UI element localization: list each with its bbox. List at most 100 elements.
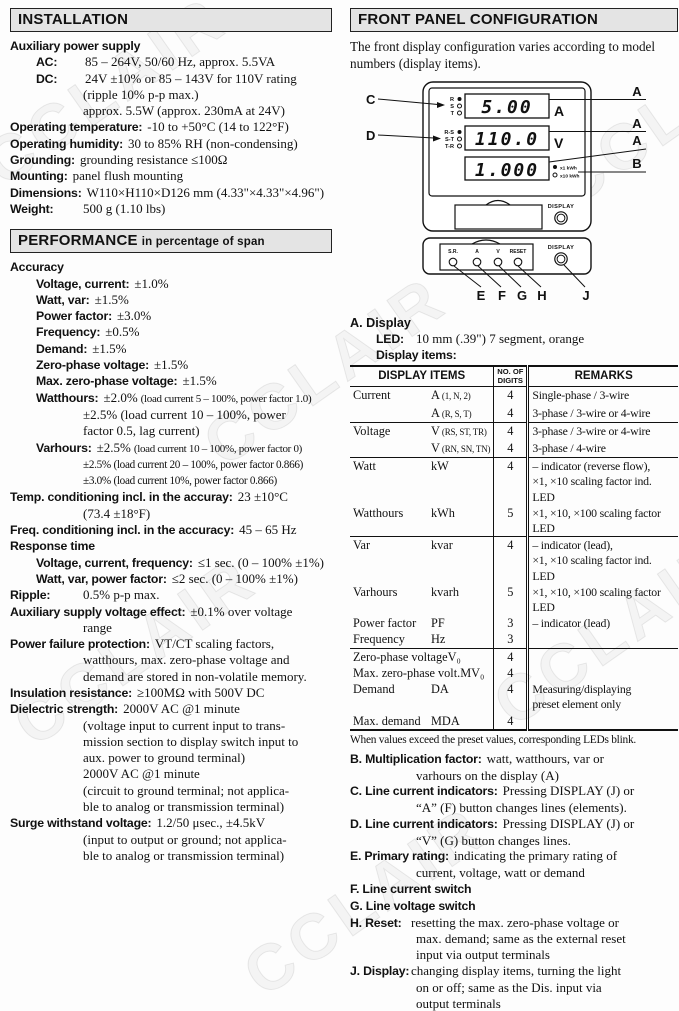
item-symbol: Hz xyxy=(431,632,446,647)
remarks-cell xyxy=(526,647,678,665)
spec-item: Accuracy xyxy=(10,259,332,275)
spec-item: Watt, var: ±1.5% xyxy=(10,292,332,308)
v-switch-label: V xyxy=(496,249,500,255)
spec-value-detail: (load current 10 – 100%, power factor 0) xyxy=(133,442,303,455)
table-row: V (RN, SN, TN) 4 3-phase / 4-wire xyxy=(350,440,678,458)
spec-value: ≥100MΩ with 500V DC xyxy=(137,684,265,700)
x10kwh-led xyxy=(552,172,558,178)
spec-label: Watthours: xyxy=(36,390,99,405)
phase-t-label: T xyxy=(451,111,455,117)
spec-continuation: ble to analog or transmission terminal) xyxy=(83,847,285,863)
spec-value: ±3.0% xyxy=(116,308,152,324)
callout-g: G xyxy=(517,288,527,303)
item-cell: Varhours kvarh xyxy=(350,584,494,615)
spec-item: Auxiliary power supply xyxy=(10,38,332,54)
remarks-cell: 3-phase / 3-wire or 4-wire xyxy=(526,404,678,423)
item-name xyxy=(353,441,431,457)
digits-cell: 5 xyxy=(493,583,528,616)
spec-continuation: ±3.0% (load current 10%, power factor 0.… xyxy=(83,475,277,488)
spec-item: B. Multiplication factor: watt, watthours… xyxy=(350,751,678,768)
item-symbol: V (RN, SN, TN) xyxy=(431,441,491,456)
spec-item: Operating temperature: -10 to +50°C (14 t… xyxy=(10,119,332,135)
spec-item: Power factor: ±3.0% xyxy=(10,308,332,324)
item-cell: Watt kW xyxy=(350,457,494,505)
callout-j-line xyxy=(563,264,586,288)
spec-item: Voltage, current, frequency: ≤1 sec. (0 –… xyxy=(10,555,332,571)
table-row: Power factor PF 3– indicator (lead) xyxy=(350,615,678,632)
table-row: Demand DA 4 Measuring/displaying preset ele… xyxy=(350,681,678,713)
a-switch xyxy=(472,257,482,267)
spec-continuation: ±2.5% (load current 10 – 100%, power xyxy=(83,406,286,422)
spec-value: ±1.5% xyxy=(182,373,217,389)
item-cell-inner: Max. demand MDA xyxy=(353,714,490,729)
item-symbol: kvar xyxy=(431,538,453,553)
item-cell: Voltage V (RS, ST, TR) xyxy=(350,421,494,441)
item-symbol: kW xyxy=(431,459,449,474)
table-row: Watthours kWh 5 ×1, ×10, ×100 scaling facto… xyxy=(350,504,678,537)
spec-item: H. Reset: resetting the max. zero-phase v… xyxy=(350,915,678,932)
spec-label: Dimensions: xyxy=(10,185,82,200)
display-button2-inner xyxy=(556,254,566,264)
table-row: Max. demand MDA 4 xyxy=(350,712,678,730)
performance-title-suffix: in percentage of span xyxy=(141,236,265,249)
item-cell: Var kvar xyxy=(350,536,494,584)
spec-item: F. Line current switch xyxy=(350,881,678,898)
spec-continuation: watthours, max. zero-phase voltage and xyxy=(83,652,290,668)
display-section-heading: A. Display xyxy=(350,316,411,330)
item-name: Varhours xyxy=(353,584,398,599)
remarks-cell: Single-phase / 3-wire xyxy=(526,386,678,405)
item-cell-inner: Watthours kWh xyxy=(353,506,490,521)
spec-label: Ripple: xyxy=(10,588,51,603)
item-symbol: V₀ xyxy=(447,649,461,664)
spec-value: 500 g (1.10 lbs) xyxy=(83,200,166,216)
col-header-remarks: REMARKS xyxy=(526,365,678,388)
spec-label: D. Line current indicators: xyxy=(350,816,498,831)
spec-label: Voltage, current, frequency: xyxy=(36,555,193,570)
remarks-cell: – indicator (lead) xyxy=(526,615,678,632)
item-symbol: MV₀ xyxy=(460,665,485,680)
spec-label: G. Line voltage switch xyxy=(350,898,476,913)
spec-label: Insulation resistance: xyxy=(10,685,133,700)
spec-value: VT/CT scaling factors, xyxy=(154,636,275,652)
spec-value: indicating the primary rating of xyxy=(453,848,618,864)
display-button-label: DISPLAY xyxy=(548,204,575,210)
spec-value: ±2.0% xyxy=(103,389,138,405)
spec-label: J. Display: xyxy=(350,964,410,979)
spec-continuation: on or off; same as the Dis. input via xyxy=(416,979,602,995)
table-row: Zero-phase voltage V₀ 4 xyxy=(350,647,678,665)
table-row: Watt kW 4– indicator (reverse flow), ×1, ×… xyxy=(350,457,678,505)
remarks-cell: ×1, ×10, ×100 scaling factor LED xyxy=(526,583,678,616)
digits-cell: 4 xyxy=(493,664,528,682)
spec-label: Voltage, current: xyxy=(36,276,130,291)
x10kwh-label: x10 kWh xyxy=(560,174,580,180)
spec-continuation: (ripple 10% p-p max.) xyxy=(83,86,199,102)
spec-continuation: range xyxy=(83,619,112,635)
spec-item: Temp. conditioning incl. in the accuray:… xyxy=(10,489,332,505)
spec-label: Auxiliary supply voltage effect: xyxy=(10,604,186,619)
label-slot xyxy=(454,204,543,230)
spec-value: resetting the max. zero-phase voltage or xyxy=(411,914,619,930)
spec-item: DC: 24V ±10% or 85 – 143V for 110V rating xyxy=(10,71,332,87)
current-display-window xyxy=(464,93,550,119)
spec-label: Weight: xyxy=(10,201,54,216)
item-cell: Frequency Hz xyxy=(350,631,494,648)
phase-r-label: R xyxy=(450,97,454,103)
spec-item: Display items: xyxy=(350,347,678,363)
spec-label: Power failure protection: xyxy=(10,637,150,652)
digits-cell: 3 xyxy=(493,631,528,649)
spec-value: Pressing DISPLAY (J) or xyxy=(502,783,635,799)
phase-st-label: S-T xyxy=(445,137,455,143)
phase-rs-label: R-S xyxy=(444,130,454,136)
item-symbol: A (R, S, T) xyxy=(431,405,472,420)
spec-continuation: “A” (F) button changes lines (elements). xyxy=(416,800,627,816)
spec-label: Max. zero-phase voltage: xyxy=(36,374,178,389)
phase-tr-label: T-R xyxy=(445,144,454,150)
callout-c: C xyxy=(366,92,376,107)
spec-item: Operating humidity: 30 to 85% RH (non-con… xyxy=(10,136,332,152)
spec-value: 1.2/50 μsec., ±4.5kV xyxy=(156,815,266,831)
strip-notch xyxy=(471,239,501,245)
callout-c-line xyxy=(377,98,439,105)
spec-label: Dielectric strength: xyxy=(10,702,119,717)
spec-item: Watt, var, power factor: ≤2 sec. (0 – 100… xyxy=(10,571,332,587)
callout-g-line xyxy=(498,265,522,288)
